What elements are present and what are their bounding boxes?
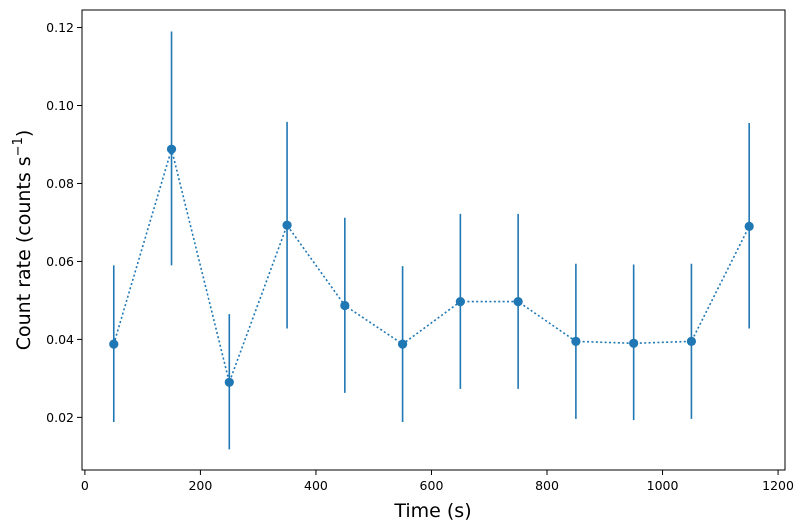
data-point-11	[744, 221, 754, 231]
series-line-layer	[113, 146, 750, 386]
x-tick-label-2: 400	[304, 478, 328, 493]
data-point-1	[166, 144, 177, 154]
y-tick-label-3: 0.08	[46, 176, 74, 191]
data-points-layer	[109, 144, 754, 387]
data-point-7	[513, 296, 523, 307]
data-point-3	[282, 220, 292, 230]
plot-frame	[81, 9, 786, 471]
y-tick-label-5: 0.12	[46, 20, 74, 35]
x-tick-label-4: 800	[535, 478, 559, 493]
data-point-6	[455, 296, 465, 307]
x-tick-label-1: 200	[188, 478, 212, 493]
plot-area	[82, 10, 785, 470]
y-axis-label-main: Count rate (counts s	[13, 156, 35, 350]
data-point-9	[629, 338, 639, 348]
data-point-8	[571, 336, 581, 346]
data-point-10	[686, 336, 697, 346]
series-dotted-line	[113, 146, 750, 386]
x-axis-ticks: 0 200 400 600 800 1000 1200	[81, 470, 794, 493]
x-tick-label-6: 1200	[762, 478, 794, 493]
x-tick-label-3: 600	[420, 478, 444, 493]
y-axis-label: Count rate (counts s−1)	[11, 130, 35, 351]
y-axis-label-superscript: −1	[11, 137, 26, 156]
x-tick-label-0: 0	[81, 478, 89, 493]
data-point-2	[224, 377, 234, 387]
y-axis-ticks: 0.02 0.04 0.06 0.08 0.10 0.12	[46, 20, 82, 425]
x-tick-label-5: 1000	[647, 478, 679, 493]
data-point-4	[340, 300, 350, 311]
data-point-0	[109, 339, 119, 349]
x-axis-label: Time (s)	[393, 500, 471, 522]
data-point-5	[397, 339, 408, 349]
y-tick-label-4: 0.10	[46, 98, 74, 113]
y-tick-label-2: 0.06	[46, 254, 74, 269]
y-tick-label-1: 0.04	[46, 332, 74, 347]
y-tick-label-0: 0.02	[46, 410, 74, 425]
y-axis-label-close: )	[13, 130, 35, 137]
